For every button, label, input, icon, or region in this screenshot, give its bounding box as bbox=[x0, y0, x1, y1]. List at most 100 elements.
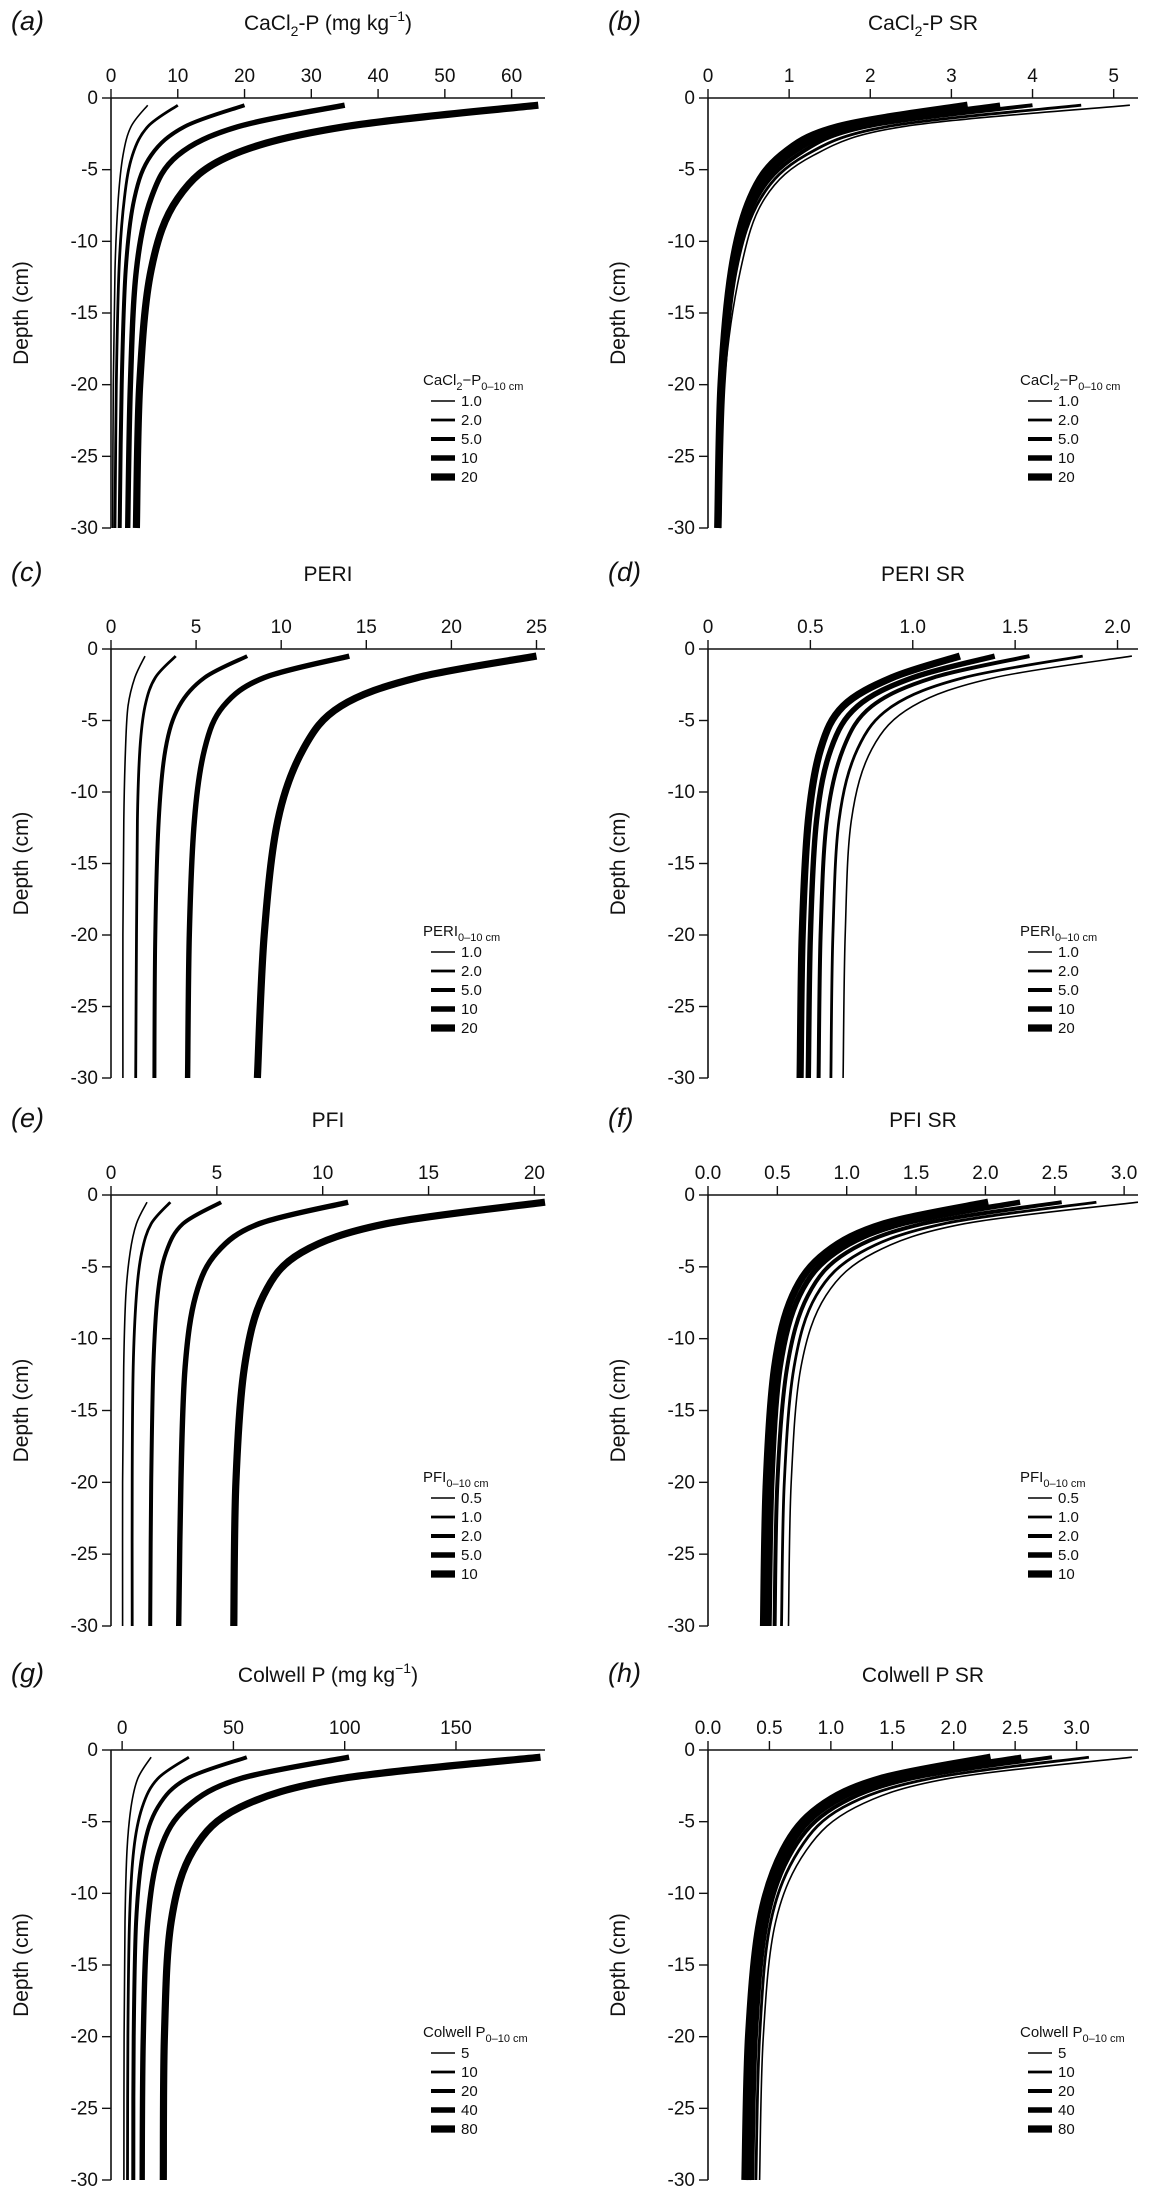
title-part: Colwell P bbox=[1020, 2024, 1083, 2041]
legend-title: PFI0–10 cm bbox=[1020, 1469, 1086, 1490]
x-tick-label: 20 bbox=[234, 66, 255, 87]
y-tick-label: -15 bbox=[668, 1401, 695, 1422]
y-axis-title: Depth (cm) bbox=[10, 812, 33, 916]
series-line-80 bbox=[159, 1753, 541, 2181]
title-part: 0–10 cm bbox=[481, 381, 523, 393]
y-tick-label: -25 bbox=[668, 997, 695, 1018]
series-line-5 bbox=[123, 1756, 152, 2181]
legend-title: CaCl2−P0–10 cm bbox=[1020, 372, 1120, 393]
x-tick-label: 50 bbox=[223, 1718, 244, 1739]
y-tick-label: -30 bbox=[71, 2170, 98, 2190]
legend-label: 2.0 bbox=[1058, 1528, 1079, 1545]
y-tick-label: -15 bbox=[668, 1955, 695, 1976]
panel-a: (a) CaCl2-P (mg kg−1)Depth (cm)0 10 20 30 40 5… bbox=[10, 6, 545, 539]
y-tick-label: -15 bbox=[71, 1955, 98, 1976]
x-tick-label: 2 bbox=[865, 66, 876, 87]
title-part: ) bbox=[411, 1664, 418, 1687]
x-axis-title: Colwell P SR bbox=[862, 1664, 984, 1687]
title-part: PFI SR bbox=[889, 1109, 957, 1132]
series-line-2.0 bbox=[113, 104, 179, 529]
y-tick-label: -20 bbox=[71, 2027, 98, 2048]
series-line-20 bbox=[253, 652, 538, 1079]
y-tick-label: -15 bbox=[71, 1401, 98, 1422]
y-tick-label: -15 bbox=[668, 303, 695, 324]
x-tick-label: 2.5 bbox=[1002, 1718, 1028, 1739]
title-part: PERI bbox=[1020, 923, 1055, 940]
series-line-80 bbox=[741, 1753, 992, 2181]
panel-g: (g) Colwell P (mg kg−1)Depth (cm)0 50 100 15… bbox=[10, 1658, 545, 2190]
title-part: PFI bbox=[1020, 1469, 1043, 1486]
y-tick-label: -5 bbox=[678, 1812, 695, 1833]
y-tick-label: -10 bbox=[668, 231, 695, 252]
series-line-1.0 bbox=[111, 104, 149, 529]
y-tick-label: -15 bbox=[71, 854, 98, 875]
legend-label: 1.0 bbox=[461, 393, 482, 410]
x-tick-label: 1.0 bbox=[818, 1718, 844, 1739]
x-tick-label: 1.5 bbox=[903, 1163, 929, 1184]
legend-label: 10 bbox=[1058, 2064, 1075, 2081]
y-tick-label: -10 bbox=[668, 782, 695, 803]
panel-c: (c) PERI Depth (cm) 0 5 10 15 20 25 0 -5 -10 -15 -20 -… bbox=[10, 557, 547, 1089]
legend-label: 10 bbox=[461, 1001, 478, 1018]
title-part: 2 bbox=[291, 23, 299, 39]
legend-label: 20 bbox=[1058, 1020, 1075, 1037]
x-tick-label: 0.5 bbox=[797, 617, 823, 638]
panel-letter: (c) bbox=[11, 557, 42, 587]
series-line-5.0 bbox=[176, 1199, 349, 1627]
y-tick-label: -15 bbox=[668, 854, 695, 875]
panel-e: (e) PFI Depth (cm) 0 5 10 15 20 0 -5 -10 -15 -20 -25 -… bbox=[10, 1103, 546, 1637]
title-part: 0–10 cm bbox=[1043, 1478, 1085, 1490]
x-tick-label: 150 bbox=[440, 1718, 472, 1739]
x-tick-label: 1.0 bbox=[900, 617, 926, 638]
title-part: PFI bbox=[423, 1469, 446, 1486]
y-axis-title: Depth (cm) bbox=[10, 1913, 33, 2017]
title-part: −P bbox=[462, 372, 481, 389]
y-axis-title: Depth (cm) bbox=[607, 261, 630, 365]
y-tick-label: 0 bbox=[684, 1740, 695, 1761]
panel-letter: (a) bbox=[11, 6, 44, 36]
x-tick-label: 0 bbox=[106, 617, 117, 638]
legend-label: 0.5 bbox=[461, 1490, 482, 1507]
y-tick-label: -25 bbox=[71, 1544, 98, 1565]
legend-title: PFI0–10 cm bbox=[423, 1469, 489, 1490]
series-line-5.0 bbox=[152, 654, 249, 1079]
x-axis-title: PFI bbox=[312, 1109, 345, 1132]
series-line-20 bbox=[750, 1755, 1053, 2181]
series-line-20 bbox=[132, 101, 539, 529]
y-tick-label: -30 bbox=[71, 1068, 98, 1089]
y-tick-label: -5 bbox=[81, 711, 98, 732]
y-tick-label: -30 bbox=[668, 1068, 695, 1089]
title-part: PFI bbox=[312, 1109, 345, 1132]
y-tick-label: -5 bbox=[678, 160, 695, 181]
y-axis-title: Depth (cm) bbox=[10, 261, 33, 365]
series-line-1.0 bbox=[122, 655, 146, 1079]
x-tick-label: 0 bbox=[703, 617, 714, 638]
x-tick-label: 10 bbox=[312, 1163, 333, 1184]
x-tick-label: 0.0 bbox=[695, 1163, 721, 1184]
y-tick-label: -5 bbox=[81, 1812, 98, 1833]
series-line-5.0 bbox=[766, 1199, 1021, 1627]
y-tick-label: -30 bbox=[668, 518, 695, 539]
x-tick-label: 15 bbox=[356, 617, 377, 638]
legend-label: 1.0 bbox=[1058, 944, 1079, 961]
legend-label: 5.0 bbox=[1058, 1547, 1079, 1564]
legend-title: Colwell P0–10 cm bbox=[1020, 2024, 1125, 2045]
title-part: 2 bbox=[456, 381, 462, 393]
title-part: Colwell P bbox=[423, 2024, 486, 2041]
series-line-10 bbox=[126, 1756, 190, 2181]
series-line-1.0 bbox=[842, 655, 1133, 1079]
x-tick-label: 0.0 bbox=[695, 1718, 721, 1739]
y-tick-label: -10 bbox=[71, 1329, 98, 1350]
y-tick-label: -10 bbox=[668, 1329, 695, 1350]
panel-h: (h) Colwell P SR Depth (cm) 0.0 0.5 1.0 1.5 2.0… bbox=[607, 1658, 1138, 2190]
x-tick-label: 40 bbox=[368, 66, 389, 87]
series-line-5.0 bbox=[816, 654, 1030, 1079]
title-part: 0–10 cm bbox=[1083, 2033, 1125, 2045]
series-line-1.0 bbox=[780, 1200, 1097, 1627]
y-tick-label: -10 bbox=[668, 1883, 695, 1904]
legend-label: 20 bbox=[461, 469, 478, 486]
legend-title: PERI0–10 cm bbox=[423, 923, 500, 944]
y-axis-title: Depth (cm) bbox=[10, 1359, 33, 1463]
legend-label: 10 bbox=[1058, 1001, 1075, 1018]
legend-label: 40 bbox=[461, 2102, 478, 2119]
